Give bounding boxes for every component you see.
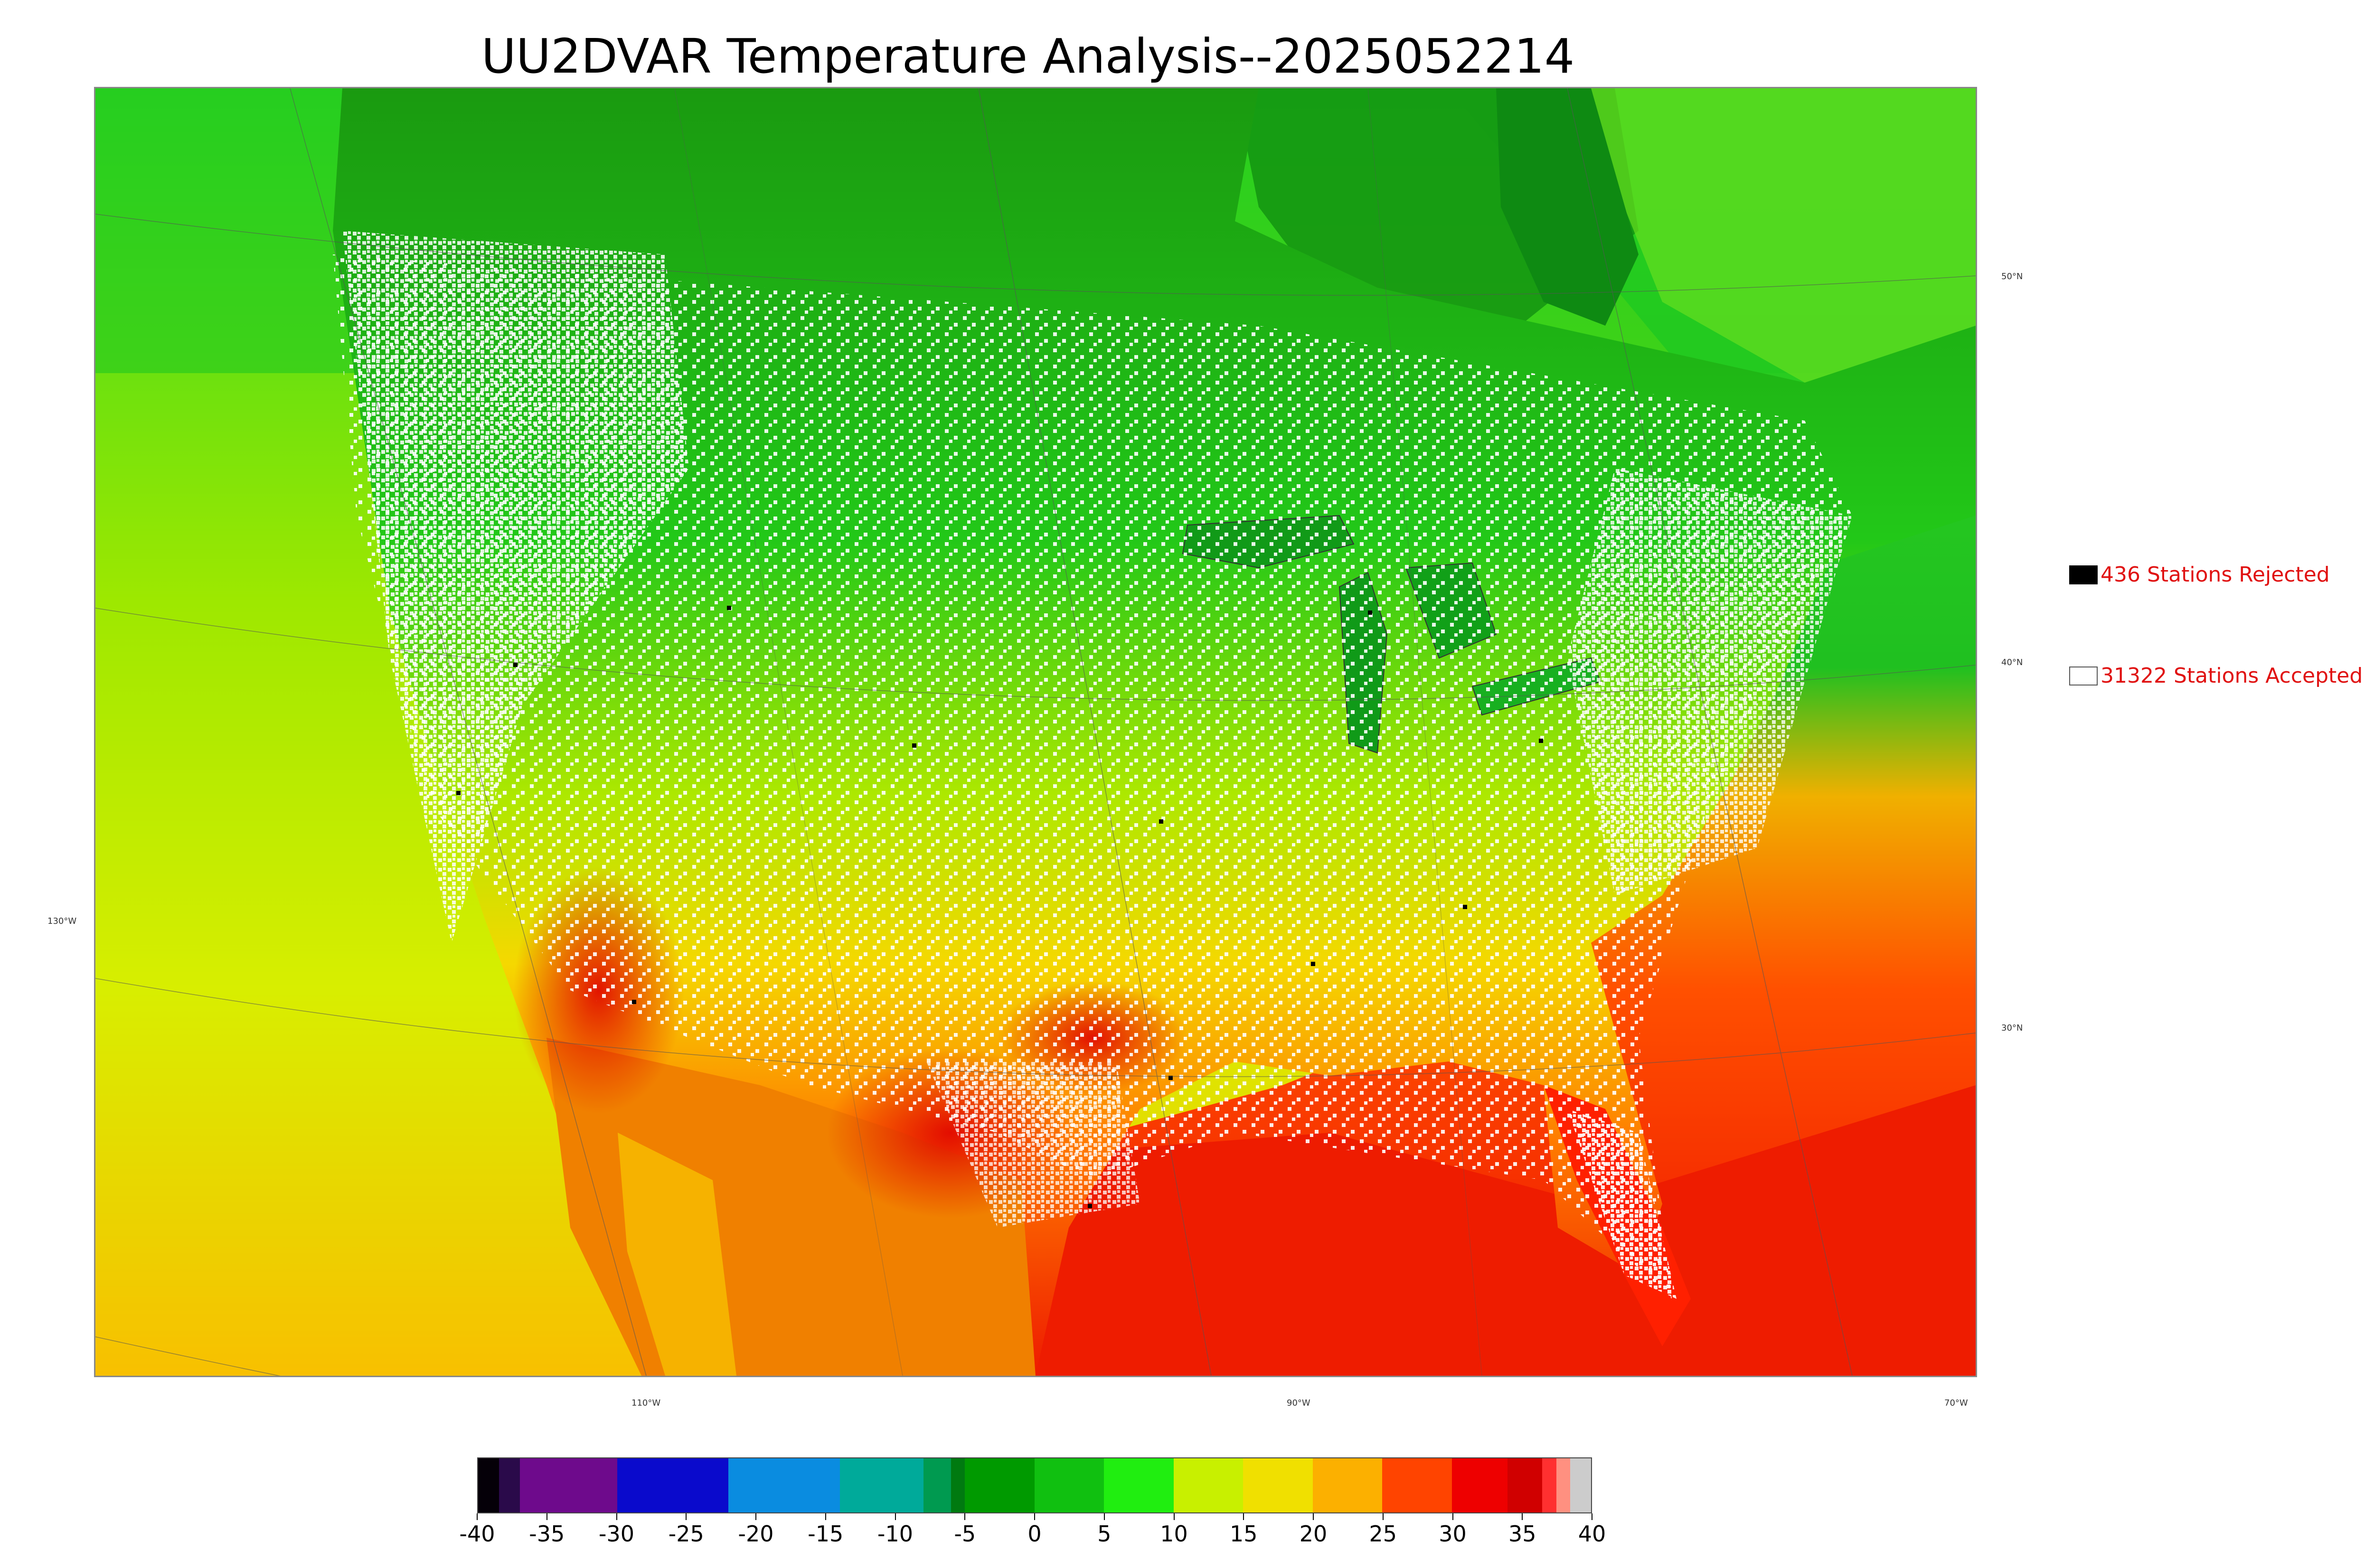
- colorbar-segment: [1542, 1458, 1556, 1512]
- colorbar-segment: [1243, 1458, 1313, 1512]
- colorbar-tick: [1522, 1513, 1523, 1520]
- colorbar-tick: [1382, 1513, 1384, 1520]
- colorbar-tick: [477, 1513, 478, 1520]
- lat-label-30n: 30°N: [2001, 1023, 2023, 1033]
- colorbar-tick: [616, 1513, 617, 1520]
- temperature-map[interactable]: [94, 87, 1977, 1377]
- colorbar-tick-label: 35: [1508, 1521, 1536, 1547]
- accepted-label: 31322 Stations Accepted: [2101, 664, 2363, 688]
- colorbar-tick-label: -30: [598, 1521, 635, 1547]
- colorbar-tick-label: -20: [738, 1521, 774, 1547]
- colorbar-tick-label: -15: [808, 1521, 844, 1547]
- colorbar-segment: [1173, 1458, 1244, 1512]
- accepted-swatch: [2069, 666, 2098, 685]
- colorbar-tick: [1452, 1513, 1453, 1520]
- legend-rejected: 436 Stations Rejected: [2069, 563, 2330, 587]
- colorbar-segment: [499, 1458, 520, 1512]
- legend-accepted: 31322 Stations Accepted: [2069, 664, 2363, 688]
- rejected-swatch: [2069, 565, 2098, 584]
- colorbar-tick-label: -25: [668, 1521, 704, 1547]
- colorbar-tick-label: 15: [1229, 1521, 1258, 1547]
- map-title: UU2DVAR Temperature Analysis--2025052214: [481, 28, 1575, 84]
- colorbar-segment: [1104, 1458, 1174, 1512]
- colorbar-segment: [617, 1458, 729, 1512]
- colorbar-tick: [1103, 1513, 1105, 1520]
- colorbar-tick-label: -35: [529, 1521, 565, 1547]
- colorbar-segment: [965, 1458, 1035, 1512]
- lon-label-90w: 90°W: [1287, 1398, 1310, 1408]
- colorbar-segment: [1312, 1458, 1383, 1512]
- colorbar-tick-label: 20: [1299, 1521, 1328, 1547]
- colorbar-tick: [825, 1513, 826, 1520]
- colorbar-segment: [923, 1458, 951, 1512]
- colorbar-tick: [1173, 1513, 1175, 1520]
- lat-label-40n: 40°N: [2001, 657, 2023, 667]
- colorbar-tick-label: -10: [877, 1521, 914, 1547]
- colorbar-tick-label: 10: [1160, 1521, 1188, 1547]
- colorbar-segment: [1570, 1458, 1591, 1512]
- colorbar-segment: [728, 1458, 840, 1512]
- colorbar-tick: [1243, 1513, 1244, 1520]
- colorbar-segment: [519, 1458, 617, 1512]
- rejected-label: 436 Stations Rejected: [2101, 563, 2330, 587]
- colorbar-tick: [964, 1513, 966, 1520]
- lon-label-110w: 110°W: [631, 1398, 661, 1408]
- colorbar-tick-label: -5: [954, 1521, 976, 1547]
- colorbar-segment: [1451, 1458, 1508, 1512]
- colorbar-tick: [546, 1513, 547, 1520]
- colorbar-segment: [1034, 1458, 1104, 1512]
- lon-label-70w: 70°W: [1944, 1398, 1968, 1408]
- colorbar-tick: [1313, 1513, 1314, 1520]
- colorbar-tick-label: 30: [1439, 1521, 1467, 1547]
- colorbar-segment: [1556, 1458, 1570, 1512]
- colorbar-segment: [1382, 1458, 1452, 1512]
- temperature-colorbar: [477, 1457, 1592, 1513]
- lat-label-50n: 50°N: [2001, 272, 2023, 282]
- colorbar-tick-label: 0: [1027, 1521, 1042, 1547]
- colorbar-segment: [478, 1458, 499, 1512]
- lon-label-130w: 130°W: [47, 916, 77, 926]
- colorbar-tick: [895, 1513, 896, 1520]
- colorbar-tick-label: 25: [1369, 1521, 1397, 1547]
- colorbar-tick: [686, 1513, 687, 1520]
- colorbar-tick-label: 40: [1578, 1521, 1606, 1547]
- colorbar-tick-label: -40: [459, 1521, 495, 1547]
- colorbar-tick: [755, 1513, 756, 1520]
- colorbar-segment: [1507, 1458, 1543, 1512]
- colorbar-tick: [1034, 1513, 1035, 1520]
- colorbar-segment: [839, 1458, 923, 1512]
- colorbar-tick-label: 5: [1097, 1521, 1112, 1547]
- temperature-field: [95, 88, 1976, 1376]
- colorbar-segment: [951, 1458, 965, 1512]
